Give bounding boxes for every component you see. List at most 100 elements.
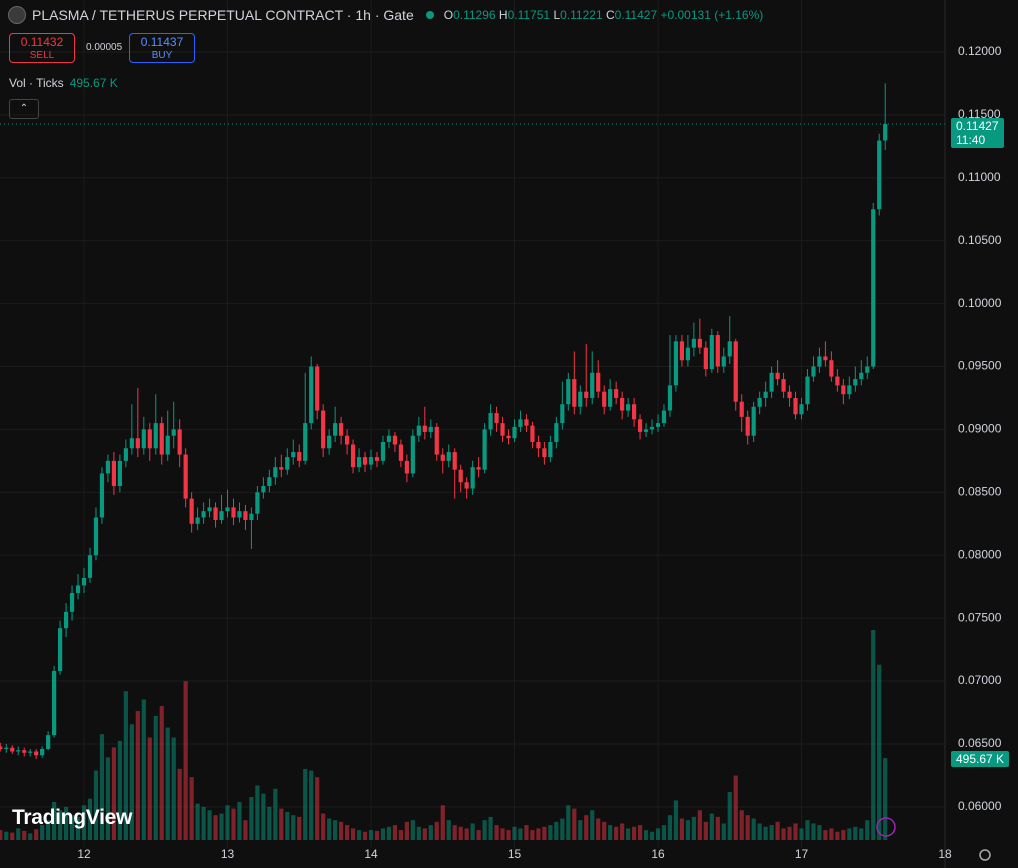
candle-body — [506, 435, 511, 439]
volume-bar — [817, 825, 822, 840]
volume-legend[interactable]: Vol · Ticks 495.67 K — [9, 76, 118, 90]
volume-bar — [273, 788, 278, 840]
volume-bar — [452, 825, 457, 840]
volume-name: Vol · Ticks — [9, 76, 64, 90]
volume-bar — [566, 805, 571, 840]
candle-body — [111, 460, 117, 487]
candle-body — [261, 486, 266, 493]
symbol-title[interactable]: PLASMA / TETHERUS PERPETUAL CONTRACT · 1… — [32, 7, 414, 23]
candle-body — [542, 448, 547, 458]
volume-bar — [859, 828, 864, 840]
candle-body — [285, 457, 290, 470]
candle-body — [775, 372, 780, 380]
volume-bar — [823, 830, 828, 840]
candle-body — [865, 366, 870, 373]
buy-button[interactable]: 0.11437 BUY — [129, 33, 195, 63]
candle-body — [548, 441, 553, 458]
candle-body — [494, 413, 499, 424]
volume-bar — [548, 825, 553, 840]
volume-bar — [512, 826, 517, 840]
candle-body — [787, 391, 792, 398]
candle-body — [4, 747, 9, 749]
candle-body — [631, 404, 637, 420]
candle-body — [398, 444, 404, 461]
volume-bar — [608, 825, 613, 840]
candle-body — [267, 477, 272, 487]
candle-body — [769, 372, 774, 392]
candle-body — [877, 140, 882, 210]
candle-body — [626, 404, 631, 411]
volume-bar — [793, 823, 798, 840]
candle-body — [835, 376, 840, 386]
volume-bar — [171, 737, 176, 840]
volume-bar — [805, 820, 810, 840]
ohlc-key: L — [553, 8, 561, 22]
volume-bar — [494, 825, 499, 840]
candle-body — [871, 209, 876, 367]
volume-bar — [602, 821, 607, 840]
ohlc-value: 0.11751 — [507, 8, 551, 22]
candle-body — [141, 429, 146, 449]
y-tick-label: 0.10000 — [958, 296, 1002, 310]
volume-bar — [661, 825, 667, 840]
bolt-icon — [876, 817, 896, 837]
candle-body — [81, 577, 87, 586]
candle-body — [303, 423, 308, 461]
volume-bar — [255, 785, 260, 840]
volume-bar — [213, 815, 218, 840]
collapse-toggle[interactable]: ⌃ — [9, 99, 39, 119]
volume-bar — [333, 820, 338, 840]
volume-bar — [279, 808, 284, 840]
volume-bar — [16, 828, 21, 840]
candle-body — [135, 438, 140, 449]
candle-body — [554, 423, 559, 442]
candle-body — [123, 448, 128, 461]
volume-bar — [231, 808, 236, 840]
volume-bar — [28, 833, 33, 840]
price-badge: 0.11427 11:40 — [951, 118, 1004, 148]
x-tick-label: 16 — [651, 847, 665, 861]
candle-body — [273, 467, 278, 478]
volume-bar — [596, 818, 601, 840]
candle-body — [0, 746, 3, 749]
candle-body — [87, 555, 93, 578]
status-dot — [425, 11, 434, 19]
volume-bar — [470, 823, 475, 840]
candle-body — [709, 335, 714, 370]
volume-bar — [697, 810, 702, 840]
candle-body — [99, 473, 105, 518]
y-tick-label: 0.08000 — [958, 547, 1002, 561]
candle-body — [446, 452, 451, 461]
volume-bar — [261, 793, 266, 840]
volume-bar — [679, 818, 685, 840]
volume-bar — [811, 823, 816, 840]
candle-body — [620, 397, 625, 411]
ohlc: O0.11296 H0.11751 L0.11221 C0.11427 +0.0… — [444, 8, 764, 22]
x-tick-label: 13 — [221, 847, 235, 861]
candle-body — [237, 511, 242, 518]
volume-bar — [518, 828, 523, 840]
volume-bar — [404, 821, 409, 840]
ohlc-key: C — [605, 8, 615, 22]
sell-button[interactable]: 0.11432 SELL — [9, 33, 75, 63]
volume-bar — [189, 777, 194, 840]
candle-body — [63, 611, 69, 629]
candle-body — [75, 585, 81, 593]
candle-body — [219, 511, 224, 520]
volume-bar — [709, 813, 714, 840]
candle-body — [691, 338, 696, 348]
volume-bar — [787, 826, 792, 840]
volume-bar — [339, 821, 344, 840]
candle-body — [781, 379, 786, 392]
candle-body — [733, 341, 738, 402]
volume-bar — [745, 815, 750, 840]
candle-body — [518, 419, 523, 427]
volume-bar — [458, 826, 463, 840]
candle-body — [129, 438, 134, 449]
candle-body — [596, 372, 601, 392]
ohlc-value: 0.11221 — [560, 8, 603, 22]
y-tick-label: 0.12000 — [958, 44, 1002, 58]
volume-bar — [530, 830, 535, 840]
volume-bar — [129, 724, 134, 840]
